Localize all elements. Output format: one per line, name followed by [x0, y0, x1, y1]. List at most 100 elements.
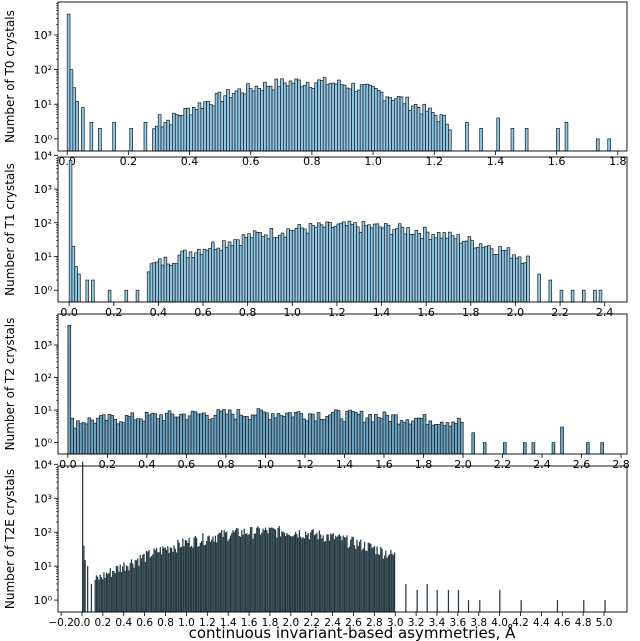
- histogram-bar: [174, 548, 176, 612]
- histogram-bar: [403, 233, 407, 303]
- histogram-bar: [172, 263, 176, 303]
- histogram-bar: [386, 224, 391, 303]
- histogram-bar: [314, 226, 318, 303]
- histogram-bar: [163, 548, 165, 612]
- histogram-bar: [164, 547, 166, 612]
- histogram-bar: [402, 422, 407, 455]
- histogram-bar: [362, 84, 367, 152]
- x-tick-label: 0.4: [150, 306, 168, 319]
- histogram-bar: [457, 589, 460, 612]
- histogram-bar: [280, 78, 284, 152]
- histogram-bar: [313, 420, 318, 455]
- histogram-bar: [373, 546, 376, 612]
- histogram-bar: [326, 534, 328, 612]
- histogram-bar: [259, 409, 264, 455]
- histogram-bar: [356, 413, 361, 455]
- histogram-bar: [322, 535, 324, 612]
- histogram-bar: [81, 422, 86, 455]
- histogram-bar: [297, 79, 301, 152]
- histogram-bar: [379, 91, 384, 152]
- histogram-bar: [227, 540, 229, 612]
- histogram-bar: [390, 549, 392, 612]
- histogram-bar: [445, 123, 449, 152]
- histogram-bar: [299, 413, 304, 455]
- y-tick-label: 10⁴: [34, 458, 53, 471]
- histogram-bar: [196, 537, 198, 612]
- histogram-bar: [100, 577, 103, 612]
- histogram-bar: [604, 600, 606, 612]
- histogram-bar: [362, 421, 367, 455]
- histogram-bar: [232, 530, 234, 612]
- histogram-bar: [598, 289, 603, 303]
- histogram-bar: [377, 554, 379, 612]
- histogram-bar: [199, 543, 202, 612]
- histogram-bar: [244, 237, 249, 303]
- histogram-bar: [496, 117, 500, 152]
- x-tick-label: 0.4: [181, 155, 199, 168]
- histogram-bar: [236, 239, 240, 303]
- histogram-bar: [478, 243, 483, 303]
- histogram-bar: [385, 415, 390, 455]
- histogram-bar: [238, 245, 243, 303]
- histogram-bar: [191, 257, 196, 303]
- x-tick-label: 4.8: [575, 617, 592, 629]
- histogram-bar: [178, 542, 180, 612]
- x-tick-label: 1.0: [364, 155, 382, 168]
- histogram-bar: [296, 533, 298, 612]
- histogram-bar: [351, 82, 355, 152]
- histogram-bar: [379, 418, 384, 455]
- histogram-bar: [140, 558, 143, 612]
- histogram-bar: [291, 82, 296, 152]
- histogram-bar: [347, 220, 352, 303]
- histogram-bar: [318, 530, 321, 612]
- histogram-bar: [189, 546, 192, 612]
- histogram-bar: [206, 540, 208, 612]
- histogram-bar: [222, 536, 224, 612]
- histogram-bar: [434, 237, 438, 303]
- histogram-bar: [368, 413, 372, 455]
- histogram-bar: [212, 536, 214, 612]
- histogram-bar: [375, 554, 377, 612]
- histogram-bar: [203, 101, 207, 152]
- histogram-bar: [167, 410, 172, 455]
- histogram-bar: [337, 535, 339, 612]
- histogram-bar: [283, 82, 287, 152]
- histogram-bar: [194, 252, 198, 303]
- histogram-bar: [203, 545, 205, 612]
- histogram-bar: [325, 416, 329, 455]
- histogram-bar: [90, 419, 95, 455]
- histogram-bar: [270, 413, 275, 455]
- histogram-bar: [160, 264, 165, 303]
- histogram-bar: [129, 562, 131, 612]
- histogram-bar: [285, 412, 289, 455]
- histogram-bar: [120, 572, 123, 612]
- histogram-bar: [295, 531, 297, 612]
- histogram-bar: [145, 550, 148, 612]
- histogram-bar: [265, 86, 270, 152]
- histogram-bar: [322, 77, 327, 152]
- histogram-bar: [251, 526, 253, 612]
- histogram-bar: [428, 420, 433, 455]
- histogram-bar: [383, 555, 386, 612]
- histogram-bar: [233, 418, 238, 455]
- histogram-bar: [479, 600, 481, 612]
- x-tick-label: 3.8: [470, 617, 487, 629]
- histogram-bar: [272, 237, 276, 303]
- histogram-bar: [174, 114, 179, 152]
- histogram-bar: [226, 531, 228, 612]
- histogram-bar: [381, 548, 383, 612]
- histogram-bar: [354, 91, 358, 152]
- histogram-bar: [278, 526, 280, 612]
- histogram-bar: [372, 223, 377, 303]
- histogram-bar: [395, 228, 399, 303]
- histogram-bar: [411, 420, 415, 455]
- histogram-bar: [121, 422, 126, 455]
- histogram-bar: [405, 419, 410, 455]
- panel-2: 0.0 0.2 0.4 0.6 0.8 1.0 1.2 1.4 1.6 1.8 2.0 2.2 2.4 2…: [3, 313, 630, 471]
- histogram-bar: [343, 537, 346, 612]
- histogram-bar: [300, 227, 304, 303]
- histogram-bar: [328, 540, 331, 612]
- x-tick-label: 2.0: [282, 617, 299, 629]
- histogram-bar: [389, 233, 394, 303]
